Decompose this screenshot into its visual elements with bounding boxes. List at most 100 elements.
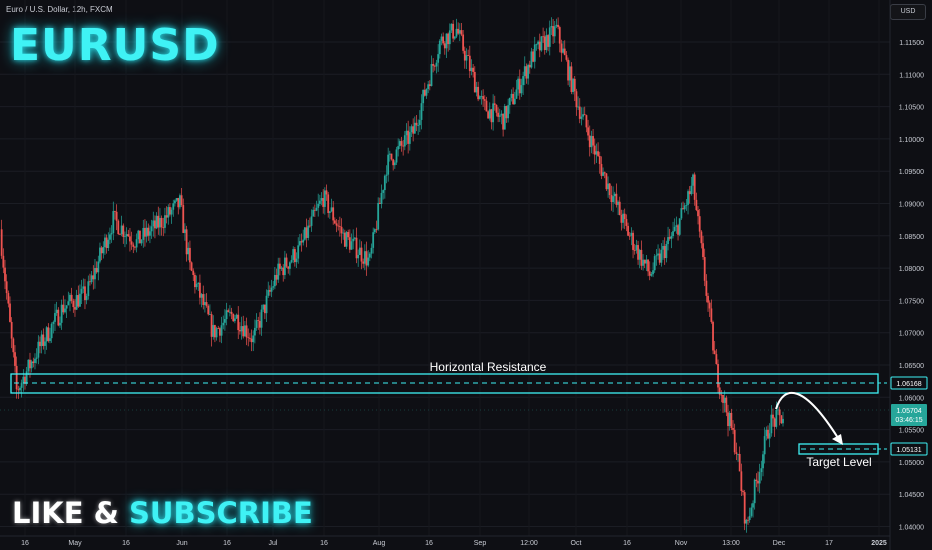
candle-up [373,229,376,233]
candle-up [172,203,175,210]
candle-down [325,190,328,195]
candle-up [745,519,748,524]
candle-up [307,225,310,238]
candle-down [677,225,679,235]
candle-up [488,109,491,119]
candle-down [362,261,365,264]
candle-down [268,290,271,292]
candle-up [60,304,63,323]
candle-up [125,234,128,237]
candle-up [750,507,753,516]
candle-up [577,106,579,108]
candle-up [752,503,754,508]
candle-down [632,232,634,250]
candle-up [403,135,406,147]
candle-up [430,64,433,86]
candle-down [637,245,639,260]
candle-down [257,320,260,322]
candle-down [258,320,261,328]
candle-down [565,55,568,60]
candle-down [482,96,485,100]
candle-down [327,194,330,213]
candle-up [312,209,315,217]
candle-down [442,36,445,44]
candle-up [393,162,396,166]
candle-down [512,93,515,105]
candle-up [179,195,181,208]
candle-up [159,217,161,228]
candle-up [410,126,413,133]
candle-down [702,243,704,258]
candle-down [473,71,476,93]
x-axis-labels: 16 May 16 Jun 16 Jul 16 Aug 16 Sep 12:00 Oct 16 Nov 13… [21,540,887,547]
like-subscribe-banner: LIKE & SUBSCRIBE [12,496,313,530]
candle-up [197,282,200,284]
candle-up [765,429,768,437]
candle-up [175,198,178,201]
candle-down [583,114,586,116]
candle-down [337,225,340,227]
overlay-layer: Horizontal Resistance Target Level [0,360,890,469]
candle-up [187,247,190,255]
candle-up [553,26,556,37]
candle-down [542,36,545,38]
candle-up [195,283,198,288]
candle-down [378,202,381,204]
candle-down [623,213,626,220]
candle-up [253,327,256,336]
candle-up [265,295,268,314]
candle-down [214,325,216,338]
candle-down [293,249,296,263]
candle-down [348,237,351,250]
candle-down [663,246,666,259]
candle-down [248,337,251,339]
candle-down [62,304,65,313]
y-tick-label: 1.08000 [899,266,924,273]
candle-down [547,35,549,47]
candle-down [115,211,118,221]
candle-up [395,149,398,163]
candle-down [275,274,278,280]
candle-up [617,201,619,205]
x-tick-label: Aug [373,540,386,547]
candle-up [368,253,371,258]
candle-up [413,122,416,134]
y-tick-label: 1.08500 [899,234,924,241]
candle-up [49,338,51,342]
candle-up [79,293,81,307]
candle-down [603,172,606,174]
candle-down [165,215,168,218]
candle-down [597,151,599,156]
candle-up [220,325,223,336]
candle-up [537,41,540,45]
candle-up [260,309,263,328]
candle-up [475,86,478,93]
candle-up [760,468,763,473]
x-tick-label: Jun [176,540,187,547]
candle-down [402,145,405,147]
candle-down [610,195,613,203]
candle-down [505,105,508,119]
candle-up [150,226,153,232]
candle-up [498,115,501,117]
candle-up [99,247,101,262]
candle-up [782,418,784,424]
candle-up [540,36,543,51]
candle-down [147,227,150,236]
candle-up [315,207,318,211]
candle-down [162,227,165,229]
candle-down [210,314,213,337]
x-tick-label: 16 [122,540,130,547]
candle-down [70,294,73,301]
candle-up [34,358,36,364]
candle-up [673,226,676,232]
candle-up [297,245,300,259]
candle-up [655,255,658,257]
candle-up [45,327,48,342]
candle-down [407,130,410,144]
candle-up [184,229,186,233]
candle-down [72,300,75,308]
candle-up [662,246,664,250]
candle-up [54,313,56,322]
